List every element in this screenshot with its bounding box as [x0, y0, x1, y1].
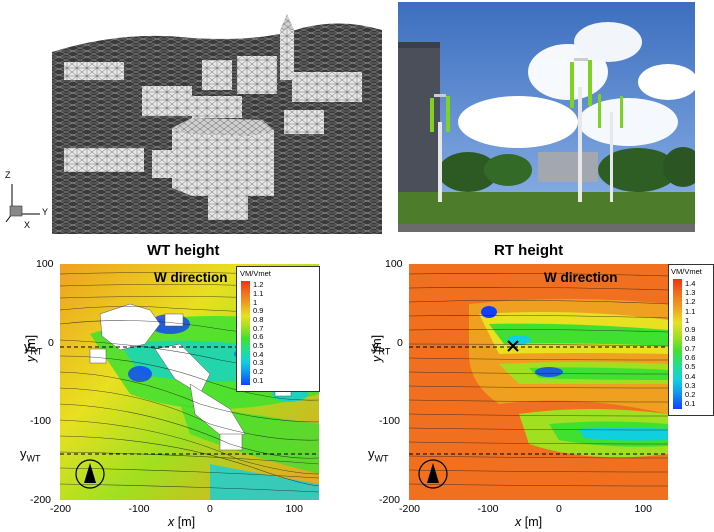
right-colorbar-tick: 0.7 — [685, 343, 696, 353]
right-ywt-label: yWT — [368, 446, 389, 464]
left-xtick-label: -200 — [50, 503, 72, 515]
left-colorbar-box: VM/Vmet 1.2 1.1 1 0.9 0.8 0.7 0.6 0.5 0.4 0.3 0.2 0… — [236, 266, 320, 392]
right-colorbar-tick: 1.1 — [685, 306, 696, 316]
left-yrt-label: yRT — [24, 339, 43, 357]
left-ytick-label: 100 — [36, 258, 54, 270]
left-colorbar-tick: 0.6 — [253, 332, 264, 342]
left-ytick-label: -100 — [30, 415, 52, 428]
right-colorbar-tick: 1.3 — [685, 287, 696, 297]
left-colorbar-scale — [241, 281, 250, 385]
right-colorbar-box: VM/Vmet 1.4 1.3 1.2 1.1 1 0.9 0.8 0.7 0.6 0.5 0.4 0… — [668, 264, 714, 416]
right-xtick-label: 100 — [634, 503, 652, 515]
mesh-render — [52, 0, 382, 234]
left-colorbar-tick: 0.2 — [253, 367, 264, 376]
left-colorbar-tick: 0.9 — [253, 306, 264, 316]
right-map-title: RT height — [494, 242, 564, 259]
right-flow-map — [409, 264, 668, 500]
right-colorbar-label: VM/Vmet — [671, 267, 702, 276]
right-ytick-label: 0 — [397, 336, 403, 349]
left-colorbar-tick: 1.2 — [253, 280, 264, 290]
turbine-photo — [398, 2, 695, 232]
right-xlabel: x [m] — [515, 515, 543, 529]
left-colorbar-label: VM/Vmet — [240, 269, 271, 278]
right-colorbar-tick: 0.4 — [685, 371, 696, 381]
right-xtick-label: -200 — [399, 503, 421, 515]
right-colorbar-tick: 0.8 — [685, 334, 696, 344]
turbine-photo-render — [398, 2, 695, 232]
right-colorbar-tick: 0.1 — [685, 399, 696, 409]
left-map-title: WT height — [147, 242, 220, 259]
turbine-marker — [507, 340, 519, 352]
right-colorbar-tick: 0.5 — [685, 362, 696, 372]
left-colorbar-tick: 0.7 — [253, 323, 264, 333]
left-colorbar-tick: 0.5 — [253, 341, 264, 350]
left-xtick-label: 0 — [206, 503, 213, 515]
mesh-image — [52, 0, 382, 234]
left-ytick-label: 0 — [48, 336, 54, 349]
left-colorbar-tick: 0.4 — [253, 349, 264, 359]
right-colorbar-scale — [673, 279, 682, 409]
left-xtick-label: 100 — [285, 503, 303, 515]
axis-z-label: Z — [5, 170, 11, 180]
right-colorbar-tick: 1.4 — [685, 278, 696, 288]
left-xlabel: x [m] — [168, 515, 196, 529]
right-xtick-label: -100 — [477, 503, 499, 515]
right-colorbar-tick: 0.2 — [685, 390, 696, 400]
left-xtick-label: -100 — [128, 503, 150, 515]
left-colorbar-tick: 1 — [253, 297, 258, 307]
right-colorbar-tick: 1 — [685, 315, 690, 325]
axis-y-label: Y — [42, 207, 49, 217]
right-colorbar-tick: 0.9 — [685, 325, 696, 335]
right-xtick-label: 0 — [555, 503, 562, 515]
left-colorbar-tick: 1.1 — [253, 289, 264, 298]
left-colorbar-tick: 0.8 — [253, 315, 264, 324]
left-ytick-label: -200 — [30, 494, 52, 506]
right-direction-label: W direction — [544, 270, 618, 285]
axis-triad-graphic — [5, 184, 40, 223]
right-yrt-label: yRT — [372, 339, 391, 357]
left-colorbar-tick: 0.3 — [253, 358, 264, 368]
left-colorbar-tick: 0.1 — [253, 375, 264, 385]
left-ywt-label: yWT — [20, 446, 41, 464]
right-colorbar-tick: 0.6 — [685, 352, 696, 362]
right-colorbar-tick: 1.2 — [685, 297, 696, 307]
left-direction-label: W direction — [154, 270, 228, 285]
axis-x-label: X — [24, 220, 31, 230]
right-colorbar-tick: 0.3 — [685, 380, 696, 390]
right-ytick-label: -100 — [379, 415, 401, 428]
right-flow-field — [409, 264, 668, 500]
right-ytick-label: 100 — [385, 258, 403, 270]
right-ytick-label: -200 — [379, 494, 401, 506]
